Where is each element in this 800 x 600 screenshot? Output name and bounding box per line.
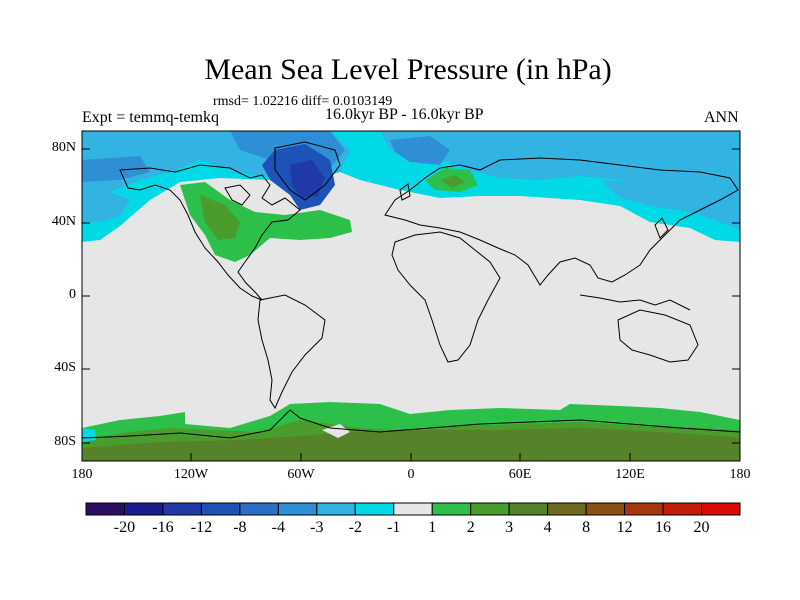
lat-label-0: 0	[69, 287, 76, 302]
colorbar-label: 12	[616, 519, 633, 536]
map-title: Mean Sea Level Pressure (in hPa)	[204, 53, 612, 86]
south-neutral-island	[322, 424, 350, 438]
colorbar-label: 16	[655, 519, 672, 536]
colorbar-label: 8	[582, 519, 591, 536]
lat-label-80n: 80N	[51, 140, 76, 155]
coast-greenland	[274, 141, 341, 201]
colorbar-box	[508, 502, 549, 516]
colorbar-box	[316, 502, 356, 516]
colorbar-label: -3	[310, 519, 324, 536]
colorbar-label: -2	[348, 519, 362, 536]
lon-label-0: 0	[407, 467, 415, 482]
lon-label-120e: 120E	[615, 467, 645, 482]
coast-africa	[391, 231, 501, 363]
lon-label-120w: 120W	[173, 467, 209, 482]
coast-uk	[399, 183, 411, 201]
map-plot-area	[82, 131, 740, 461]
colorbar-label: 1	[428, 519, 437, 536]
lon-ticks	[190, 453, 631, 461]
lat-label-40s: 40S	[54, 360, 76, 375]
coast-north-america	[119, 164, 301, 301]
coast-europe-asia	[384, 157, 739, 286]
lat-ticks	[82, 148, 740, 444]
lat-label-80s: 80S	[54, 434, 76, 449]
colorbar-label: -12	[190, 519, 213, 536]
coast-australia	[617, 309, 699, 363]
colorbar-label: -20	[113, 519, 136, 536]
coast-south-america	[257, 294, 326, 410]
namerica-green	[180, 182, 352, 262]
period-line: 16.0kyr BP - 16.0kyr BP	[325, 106, 484, 123]
south-lightblue-patch	[82, 428, 96, 442]
colorbar-label: -1	[387, 519, 401, 536]
coast-antarctica	[82, 409, 740, 439]
colorbar-box	[85, 502, 125, 516]
colorbar-box	[239, 502, 279, 516]
scandinavia-darkgreen	[440, 175, 465, 188]
colorbar-box	[200, 502, 241, 516]
coast-hudson	[224, 184, 251, 206]
greenland-darkerblue	[290, 160, 325, 198]
coast-japan	[654, 217, 669, 239]
colorbar-box	[354, 502, 395, 516]
colorbar-box	[393, 502, 433, 516]
colorbar-box	[162, 502, 202, 516]
coastlines	[82, 141, 740, 439]
colorbar-box	[277, 502, 318, 516]
colorbar-box	[431, 502, 472, 516]
colorbar-label: -8	[233, 519, 247, 536]
colorbar-box	[470, 502, 510, 516]
lon-label-180e: 180	[729, 467, 751, 482]
colorbar-box	[585, 502, 626, 516]
colorbar-label: -4	[271, 519, 285, 536]
namerica-darkgreen	[200, 195, 240, 240]
colorbar-box	[123, 502, 164, 516]
north-blue-asia	[600, 180, 740, 230]
colorbar-label: 2	[466, 519, 475, 536]
colorbar-label: 3	[505, 519, 514, 536]
stats-line: rmsd= 1.02216 diff= 0.0103149	[213, 94, 393, 109]
lon-label-180w: 180	[71, 467, 93, 482]
north-midblue-eurasia	[390, 136, 450, 165]
colorbar-label: 4	[543, 519, 552, 536]
lon-label-60e: 60E	[508, 467, 532, 482]
experiment-label: Expt = temmq-temkq	[82, 109, 219, 126]
north-blue-pacific	[82, 192, 130, 222]
antarctica-olive	[82, 428, 740, 461]
season-label: ANN	[704, 109, 739, 126]
colorbar	[85, 502, 741, 516]
colorbar-box	[624, 502, 664, 516]
north-midblue-pacific	[82, 156, 150, 182]
coast-indonesia	[579, 294, 691, 311]
colorbar-label: -16	[152, 519, 174, 536]
colorbar-box	[662, 502, 703, 516]
colorbar-box	[547, 502, 587, 516]
colorbar-label: 20	[693, 519, 710, 536]
lat-label-40n: 40N	[51, 214, 76, 229]
lon-label-60w: 60W	[287, 467, 315, 482]
colorbar-box	[701, 502, 741, 516]
